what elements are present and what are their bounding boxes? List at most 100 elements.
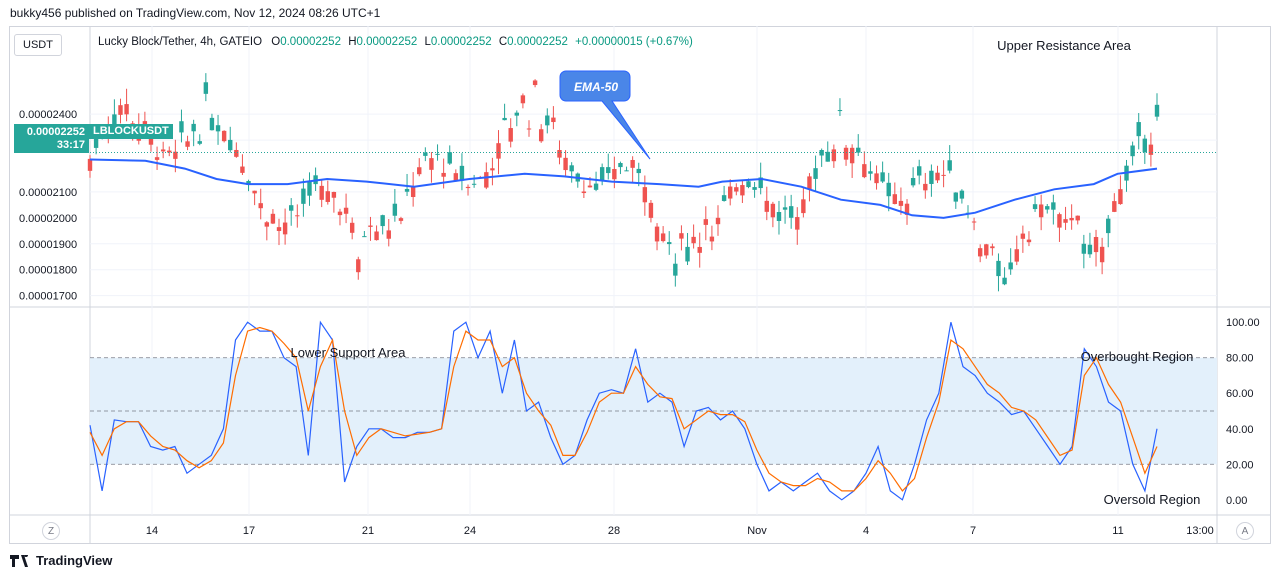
y-tick-label: 0.00001900 bbox=[19, 239, 77, 251]
candle-body bbox=[87, 158, 93, 171]
auto-scale-button[interactable]: A bbox=[1236, 522, 1254, 540]
candle-body bbox=[868, 171, 873, 174]
candle-body bbox=[258, 203, 263, 209]
candle-body bbox=[215, 125, 221, 132]
x-tick-label: 13:00 bbox=[1186, 525, 1214, 537]
candle-body bbox=[234, 149, 239, 157]
candle-body bbox=[612, 168, 617, 180]
x-tick-label: Nov bbox=[747, 525, 767, 537]
legend-low-label: L bbox=[424, 36, 431, 48]
candle-body bbox=[563, 157, 568, 171]
candle-body bbox=[606, 167, 611, 174]
candle-body bbox=[1045, 206, 1050, 210]
candle-body bbox=[496, 143, 501, 159]
candle-body bbox=[1081, 243, 1087, 254]
candle-body bbox=[721, 195, 727, 201]
tradingview-icon bbox=[10, 554, 28, 567]
candle-body bbox=[404, 188, 410, 192]
candle-body bbox=[1063, 219, 1068, 223]
stoch-y-tick-label: 100.00 bbox=[1226, 317, 1260, 329]
candle-body bbox=[459, 165, 465, 181]
candle-body bbox=[167, 150, 172, 153]
candle-body bbox=[423, 152, 428, 156]
publish-header: bukky456 published on TradingView.com, N… bbox=[10, 6, 381, 20]
timezone-button[interactable]: Z bbox=[42, 522, 60, 540]
stoch-d-line bbox=[89, 326, 1158, 492]
candle-body bbox=[1093, 237, 1099, 253]
x-tick-label: 7 bbox=[970, 525, 976, 537]
x-tick-label: 14 bbox=[146, 525, 158, 537]
candle-body bbox=[410, 186, 416, 198]
candle-body bbox=[1020, 233, 1026, 239]
stoch-y-tick-label: 80.00 bbox=[1226, 353, 1254, 365]
candle-body bbox=[667, 242, 672, 245]
candle-body bbox=[93, 136, 99, 148]
candle-body bbox=[453, 173, 459, 181]
candle-body bbox=[386, 230, 391, 239]
candle-body bbox=[514, 112, 519, 116]
candle-body bbox=[1057, 214, 1062, 228]
candle-body bbox=[971, 221, 977, 223]
candle-body bbox=[1118, 189, 1123, 205]
tradingview-logo: TradingView bbox=[10, 553, 112, 568]
candle-body bbox=[173, 151, 178, 159]
candle-body bbox=[228, 139, 233, 151]
candle-body bbox=[276, 227, 282, 231]
candle-body bbox=[203, 82, 209, 94]
candle-body bbox=[795, 217, 800, 230]
candle-body bbox=[1136, 122, 1141, 137]
candle-body bbox=[545, 115, 550, 126]
candle-body bbox=[447, 152, 452, 164]
candle-body bbox=[490, 168, 495, 171]
candle-body bbox=[807, 176, 812, 189]
candle-body bbox=[782, 207, 788, 210]
candle-body bbox=[252, 190, 257, 194]
candle-body bbox=[368, 225, 373, 227]
candle-body bbox=[209, 117, 215, 131]
ema-callout-bubble bbox=[559, 70, 651, 160]
candle-body bbox=[715, 217, 721, 225]
candle-body bbox=[1154, 104, 1160, 117]
candle-body bbox=[1002, 277, 1007, 285]
candle-body bbox=[587, 185, 593, 188]
y-tick-label: 0.00002100 bbox=[19, 187, 77, 199]
candle-body bbox=[849, 147, 855, 164]
current-price: 0.00002252 bbox=[26, 126, 85, 138]
legend-high: 0.00002252 bbox=[356, 36, 418, 48]
candle-body bbox=[734, 187, 739, 192]
candle-body bbox=[984, 244, 989, 256]
candle-body bbox=[1148, 144, 1154, 155]
stoch-y-tick-label: 20.00 bbox=[1226, 459, 1254, 471]
candle-body bbox=[270, 213, 276, 224]
candle-body bbox=[770, 203, 776, 218]
candle-body bbox=[593, 183, 599, 190]
legend-title: Lucky Block/Tether, 4h, GATEIO bbox=[98, 36, 263, 48]
candle-body bbox=[831, 149, 837, 162]
candle-body bbox=[691, 236, 696, 244]
candle-body bbox=[813, 168, 818, 179]
overbought-label: Overbought Region bbox=[1081, 349, 1194, 364]
candle-body bbox=[977, 248, 983, 257]
currency-button[interactable]: USDT bbox=[14, 34, 62, 56]
candle-body bbox=[331, 191, 337, 198]
y-tick-label: 0.00001700 bbox=[19, 291, 77, 303]
candle-body bbox=[551, 117, 556, 123]
candle-body bbox=[685, 246, 690, 262]
candle-body bbox=[484, 172, 489, 188]
candle-body bbox=[825, 151, 830, 162]
lower-support-label: Lower Support Area bbox=[291, 345, 407, 360]
upper-resistance-label: Upper Resistance Area bbox=[997, 38, 1131, 53]
candle-body bbox=[636, 168, 641, 174]
legend-close-label: C bbox=[498, 36, 508, 48]
legend-open: 0.00002252 bbox=[280, 36, 341, 48]
ticker-tag: LBLOCKUSDT bbox=[89, 124, 173, 139]
candle-body bbox=[435, 153, 440, 155]
candle-body bbox=[892, 194, 898, 205]
candle-body bbox=[910, 177, 916, 186]
candle-body bbox=[1130, 145, 1135, 157]
candle-body bbox=[441, 172, 446, 177]
candle-body bbox=[502, 117, 507, 121]
candle-body bbox=[1038, 204, 1044, 218]
stoch-y-tick-label: 40.00 bbox=[1226, 424, 1254, 436]
